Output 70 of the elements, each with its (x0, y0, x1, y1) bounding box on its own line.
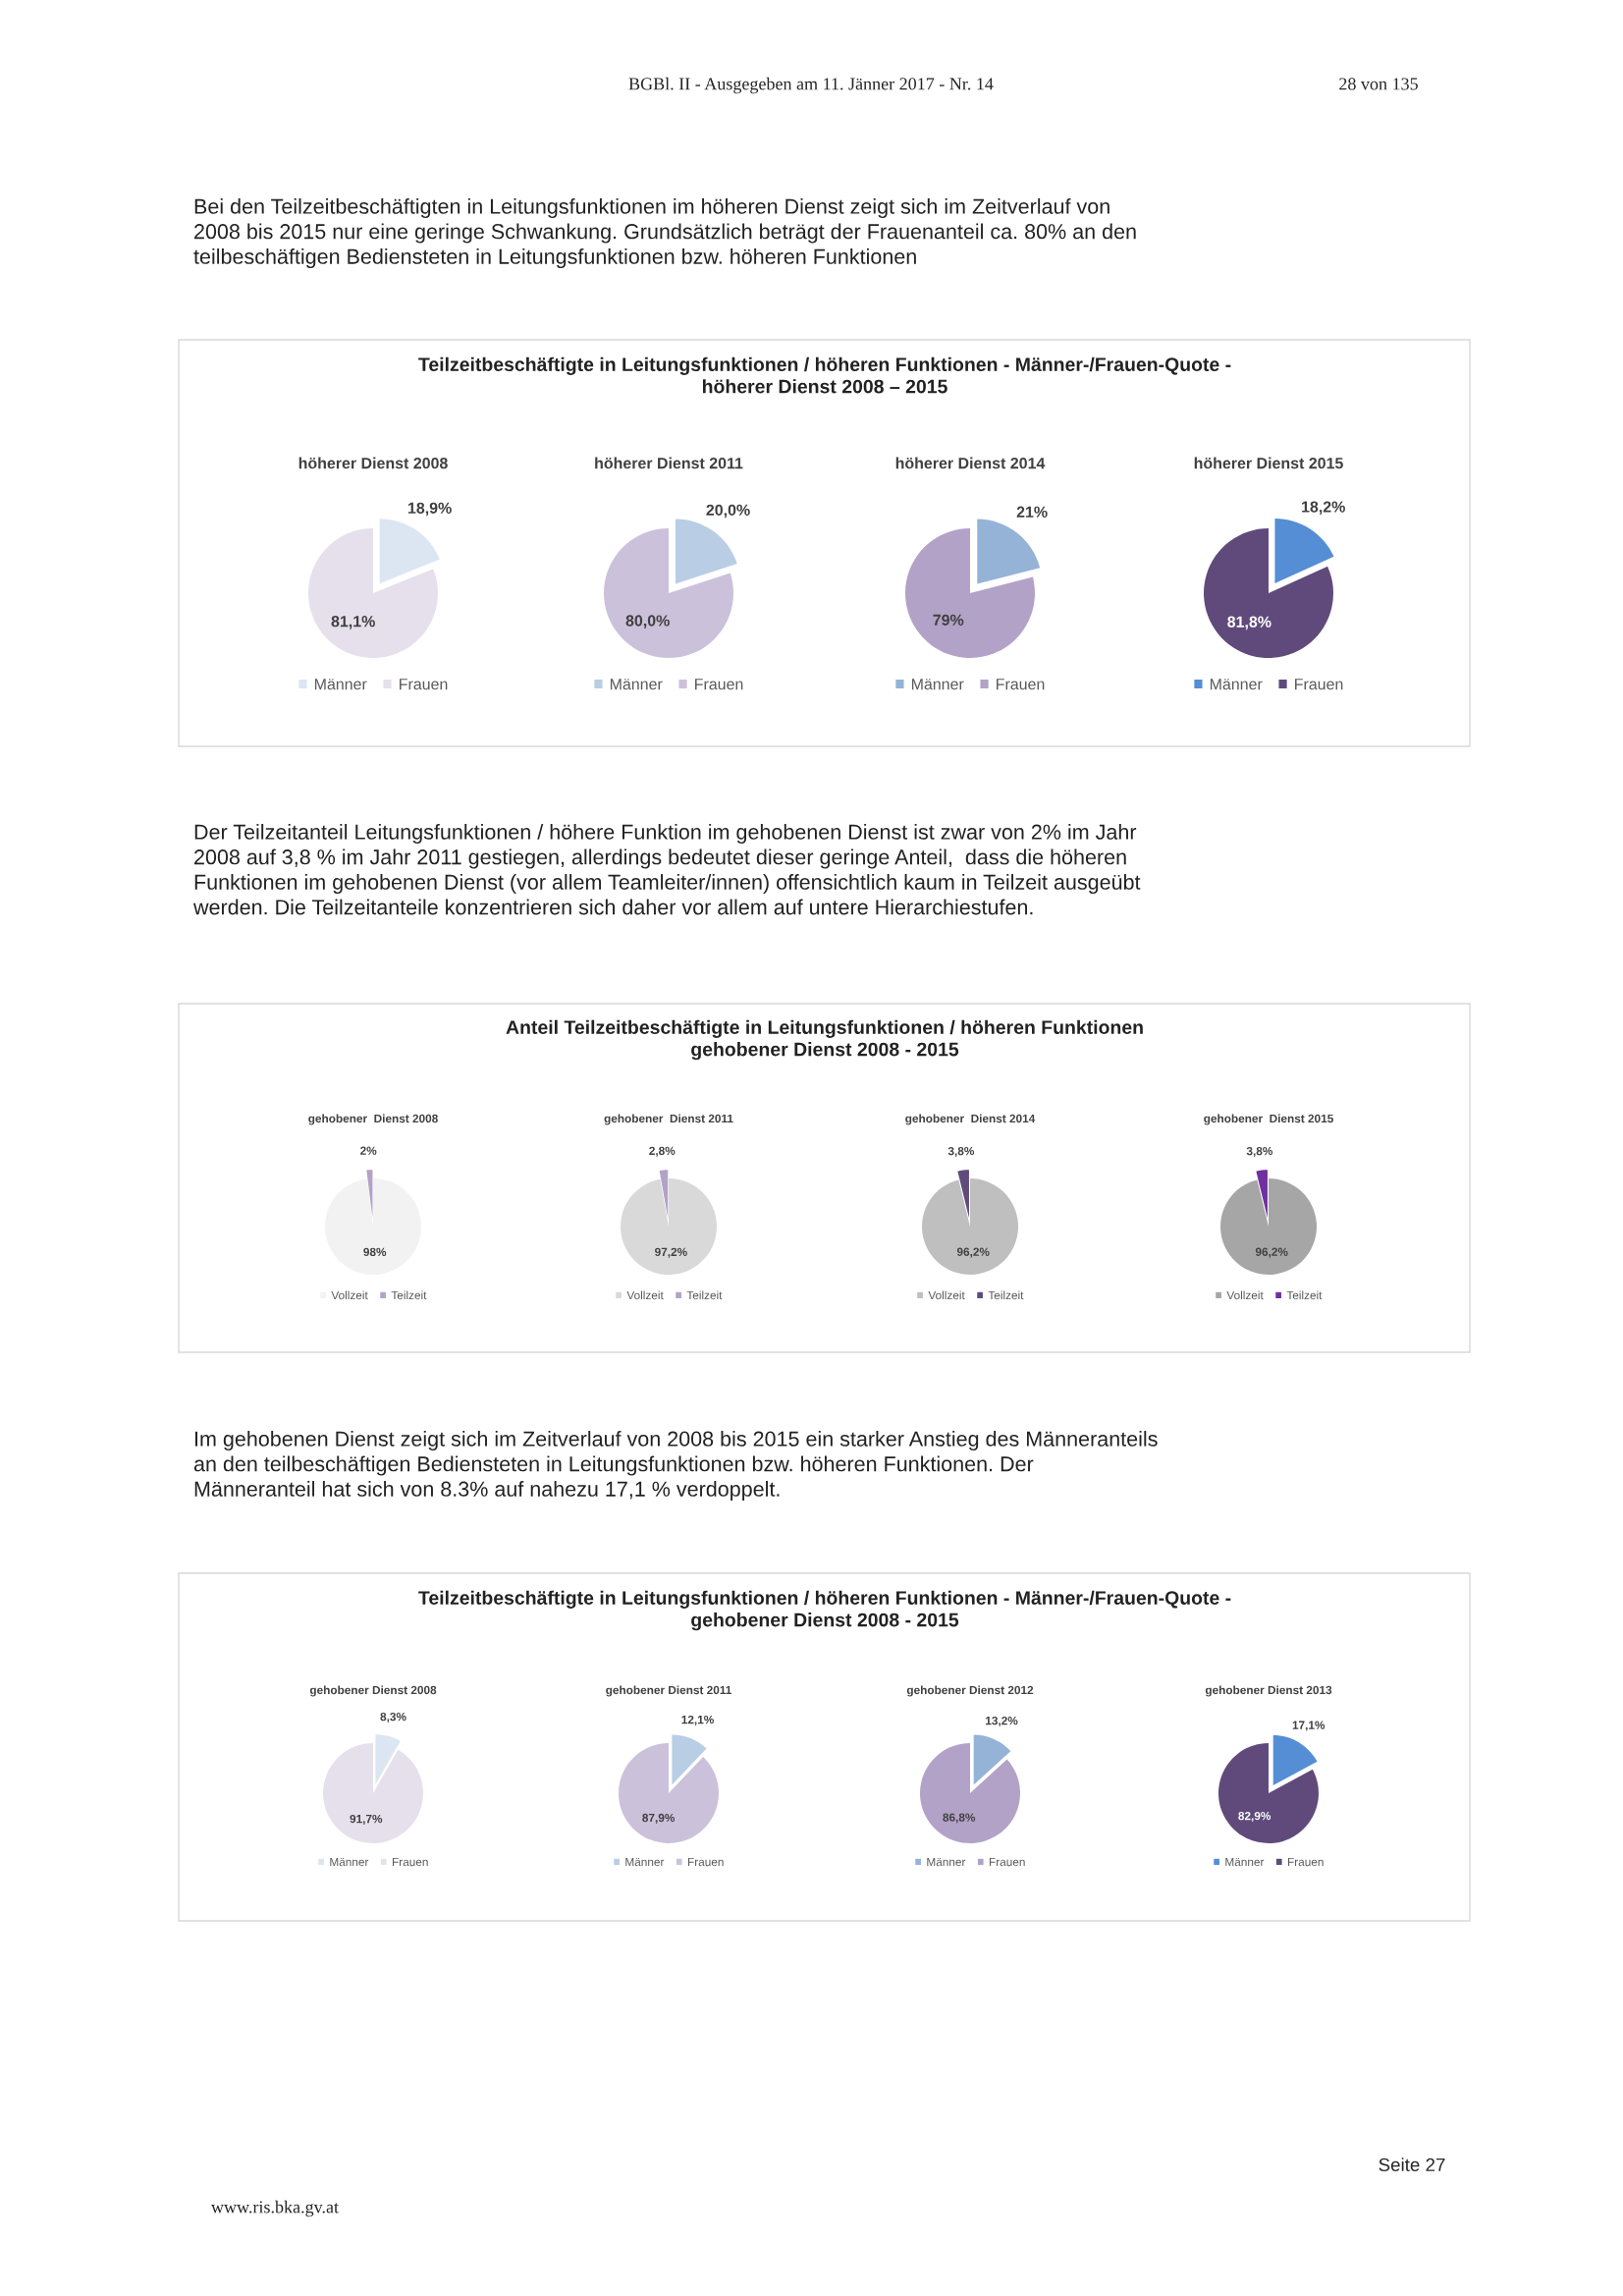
data-label: 81,1% (331, 616, 375, 629)
chart-title: höherer Dienst 2008 (298, 457, 448, 469)
data-label: 12,1% (681, 1715, 714, 1725)
chart-title: gehobener Dienst 2008 (309, 1685, 437, 1697)
data-label: 86,8% (943, 1813, 976, 1824)
data-label: 13,2% (986, 1716, 1018, 1727)
legend-label: Teilzeit (391, 1290, 427, 1300)
legend-label: Frauen (1287, 1857, 1324, 1867)
text: www.ris.bka.gv.at (211, 2200, 339, 2217)
legend-label: Frauen (1295, 679, 1343, 690)
legend-label: Teilzeit (1286, 1290, 1323, 1300)
chart-title: gehobener Dienst 2008 (308, 1114, 438, 1125)
legend-label: Frauen (687, 1857, 724, 1867)
data-label: 2,8% (649, 1146, 676, 1157)
data-label: 20,0% (706, 504, 750, 519)
data-label: 91,7% (350, 1814, 383, 1825)
chart-title: gehobener Dienst 2013 (1205, 1685, 1332, 1697)
chart-title: höherer Dienst 2011 (595, 457, 743, 469)
chart-title: höherer Dienst 2015 (1194, 457, 1343, 469)
data-label: 3,8% (1246, 1146, 1273, 1157)
data-label: 17,1% (1292, 1721, 1325, 1731)
legend-label: Frauen (400, 679, 448, 690)
legend-label: Männer (911, 679, 964, 690)
legend-label: Vollzeit (928, 1290, 965, 1300)
legend-label: Frauen (392, 1857, 428, 1867)
text: Anteil Teilzeitbeschäftigte in Leitungsfunktionen / höheren Funktionen gehobener Dienst 2008 - 2015 (506, 1019, 1143, 1061)
text: Teilzeitbeschäftigte in Leitungsfunktionen / höheren Funktionen - Männer-/Frauen-Quote - höherer Dienst 2008 – 2015 (418, 356, 1231, 394)
text: Im gehobenen Dienst zeigt sich im Zeitverlauf von 2008 bis 2015 ein starker Anstieg des Männeranteils an den teilbeschäftigen Bediensteten in Leitungsfunktionen bzw. höheren Funktionen. Der Männeranteil hat sich von 8.3% auf nahezu 17,1 % verdoppelt. (193, 1431, 1158, 1502)
legend-label: Vollzeit (331, 1290, 368, 1300)
data-label: 79% (933, 614, 964, 626)
text: Seite 27 (1379, 2158, 1445, 2172)
legend-label: Männer (330, 1857, 369, 1867)
text: 28 von 135 (1339, 78, 1418, 90)
chart-title: gehobener Dienst 2014 (905, 1114, 1036, 1125)
chart-title: gehobener Dienst 2011 (604, 1114, 733, 1125)
legend-label: Männer (314, 679, 367, 690)
chart-title: gehobener Dienst 2015 (1204, 1114, 1333, 1125)
legend-label: Vollzeit (626, 1290, 664, 1300)
chart-title: gehobener Dienst 2011 (606, 1685, 731, 1697)
data-label: 18,9% (407, 502, 452, 517)
data-label: 81,8% (1227, 616, 1271, 630)
legend-label: Frauen (695, 679, 743, 690)
legend-label: Männer (625, 1857, 665, 1867)
data-label: 3,8% (947, 1146, 975, 1157)
data-label: 21% (1016, 506, 1048, 518)
data-label: 96,2% (1255, 1247, 1288, 1258)
legend-label: Teilzeit (686, 1290, 723, 1300)
legend-label: Teilzeit (988, 1290, 1024, 1300)
text: Bei den Teilzeitbeschäftigten in Leitungsfunktionen im höheren Dienst zeigt sich im Zeitverlauf von 2008 bis 2015 nur eine geringe Schwankung. Grundsätzlich beträgt der Frauenanteil ca. 80% an den teilbeschäftigen Bediensteten in Leitungsfunktionen bzw. höheren Funktionen (193, 198, 1136, 269)
legend-label: Frauen (989, 1857, 1025, 1867)
text: BGBl. II - Ausgegeben am 11. Jänner 2017 - Nr. 14 (628, 77, 994, 94)
data-label: 18,2% (1302, 501, 1345, 516)
data-label: 98% (363, 1247, 387, 1257)
chart-title: höherer Dienst 2014 (895, 457, 1046, 469)
data-label: 82,9% (1238, 1811, 1271, 1822)
text: Der Teilzeitanteil Leitungsfunktionen / höhere Funktion im gehobenen Dienst ist zwar von 2% im Jahr 2008 auf 3,8 % im Jahr 2011 gestiegen, allerdings bedeutet dieser geringe Anteil, dass die höheren Funktionen im gehobenen Dienst (vor allem Teamleiter/innen) offensichtlich kaum in Teilzeit ausgeübt werden. Die Teilzeitanteile konzentrieren sich daher vor allem auf untere Hierarchiestufen. (192, 824, 1141, 915)
data-label: 96,2% (956, 1247, 990, 1258)
legend-label: Männer (610, 679, 663, 690)
legend-label: Frauen (997, 679, 1045, 690)
legend-label: Vollzeit (1226, 1290, 1264, 1300)
data-label: 8,3% (380, 1712, 406, 1723)
data-label: 97,2% (655, 1247, 687, 1258)
legend-label: Männer (927, 1857, 966, 1867)
legend-label: Männer (1225, 1857, 1265, 1867)
chart-title: gehobener Dienst 2012 (906, 1685, 1034, 1697)
legend-label: Männer (1210, 679, 1263, 690)
data-label: 87,9% (642, 1813, 676, 1824)
data-label: 80,0% (625, 615, 670, 629)
text: Teilzeitbeschäftigte in Leitungsfunktionen / höheren Funktionen - Männer-/Frauen-Quote - gehobener Dienst 2008 - 2015 (418, 1590, 1231, 1631)
data-label: 2% (360, 1146, 377, 1155)
